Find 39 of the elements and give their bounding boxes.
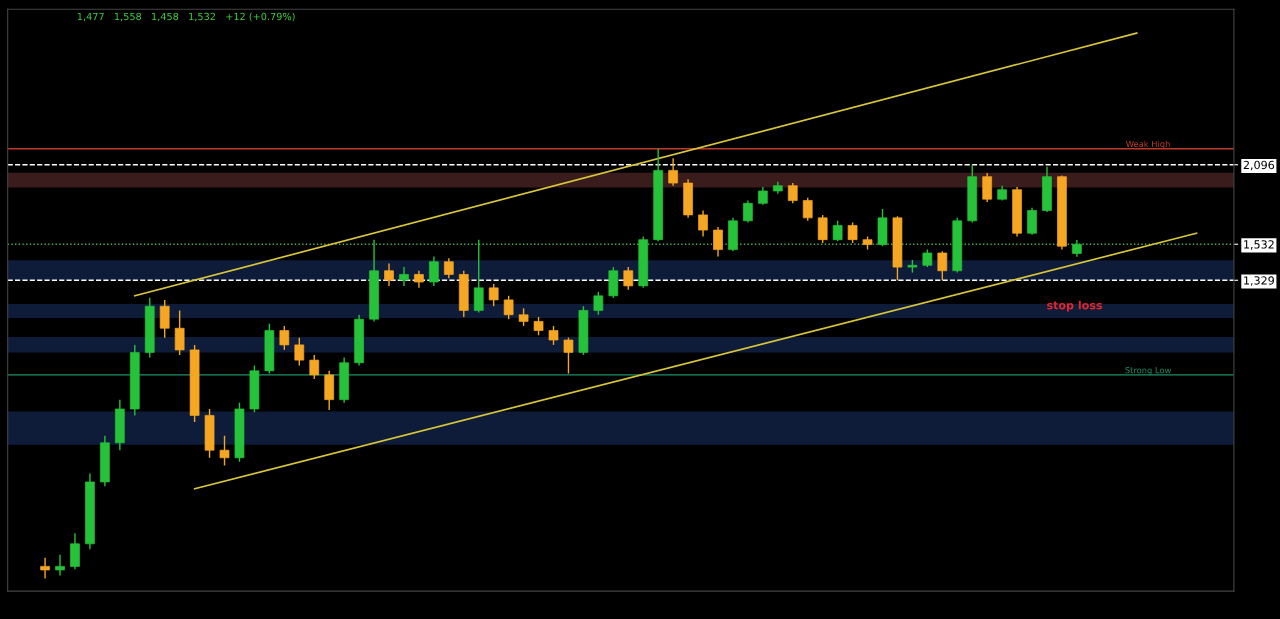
candlestick: [817, 214, 828, 244]
candlestick: [399, 266, 409, 287]
candlestick: [937, 250, 948, 281]
candlestick: [70, 532, 80, 571]
candlestick: [668, 157, 678, 187]
candlestick: [488, 283, 499, 307]
ref-line-label: Weak High: [1126, 140, 1170, 149]
candlestick: [473, 238, 484, 314]
y-tick-label: 2,096: [1243, 160, 1275, 171]
candlestick: [698, 209, 708, 238]
candlestick: [533, 316, 544, 336]
candlestick: [593, 291, 604, 316]
annotation: stop loss: [1047, 300, 1103, 312]
candlestick: [982, 172, 993, 203]
candlestick: [219, 434, 230, 467]
candlestick: [279, 325, 290, 351]
candlestick: [159, 299, 170, 339]
candlestick: [309, 354, 320, 380]
candlestick: [787, 182, 798, 205]
ref-line-label: Strong Low: [1125, 367, 1171, 375]
candlestick: [174, 309, 185, 356]
candlestick: [55, 554, 65, 577]
candlestick: [563, 336, 574, 375]
candlestick: [623, 266, 634, 291]
candlestick: [429, 255, 439, 287]
candlestick: [384, 262, 394, 287]
candlestick: [40, 556, 50, 580]
candlestick: [548, 325, 559, 346]
y-tick-label: 1,532: [1244, 240, 1274, 250]
candlestick: [443, 257, 454, 279]
candlestick: [802, 197, 813, 222]
candlestick: [713, 226, 723, 258]
annotation: 1,477 1,558 1,458 1,532 +12 (+0.79%): [77, 12, 295, 22]
candlestick: [294, 336, 305, 367]
candlestick: [832, 220, 843, 242]
candlestick: [1027, 206, 1037, 236]
y-tick-label: 1,329: [1244, 276, 1274, 286]
candlestick: [847, 221, 858, 244]
candlestick: [503, 295, 514, 320]
